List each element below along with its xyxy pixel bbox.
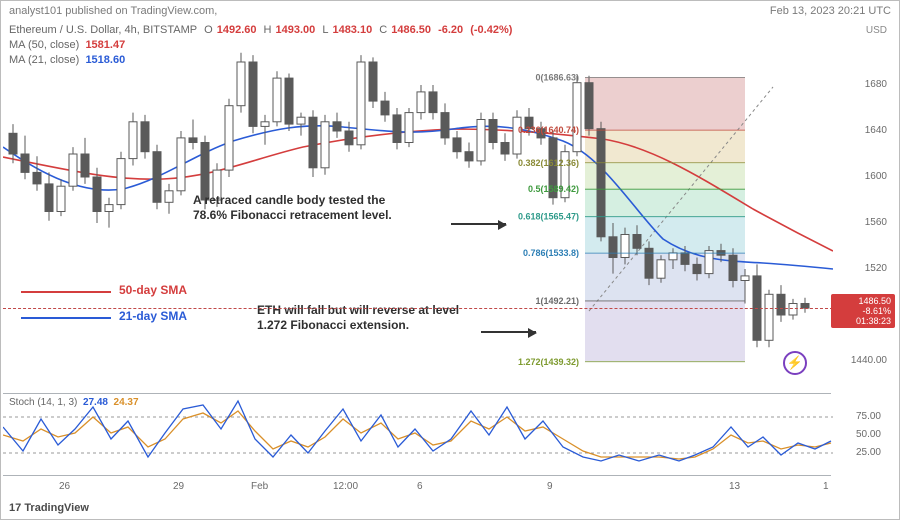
- arrow-icon: [481, 331, 536, 333]
- xaxis-tick: 29: [173, 481, 184, 492]
- stoch-tick: 75.00: [856, 411, 881, 422]
- legend-21sma-label: 21-day SMA: [119, 309, 187, 323]
- ohlc-l-label: L: [322, 24, 328, 36]
- yaxis-tick: 1600: [865, 171, 887, 182]
- stochastic-chart[interactable]: [3, 399, 833, 471]
- stoch-y-axis: 75.00 50.00 25.00: [839, 399, 893, 471]
- ohlc-close: 1486.50: [391, 24, 431, 36]
- xaxis-tick: 9: [547, 481, 553, 492]
- ohlc-change: -6.20: [438, 24, 463, 36]
- svg-text:1.272(1439.32): 1.272(1439.32): [518, 357, 579, 367]
- annotation-2-line2: 1.272 Fibonacci extension.: [257, 318, 459, 333]
- svg-text:0.382(1612.36): 0.382(1612.36): [518, 158, 579, 168]
- ohlc-change-pct: (-0.42%): [470, 24, 512, 36]
- svg-text:1(1492.21): 1(1492.21): [535, 296, 579, 306]
- ohlc-c-label: C: [379, 24, 387, 36]
- yaxis-tick: 1640: [865, 125, 887, 136]
- ohlc-h-label: H: [264, 24, 272, 36]
- legend-line-50sma: [21, 291, 111, 293]
- svg-text:0.786(1533.8): 0.786(1533.8): [523, 248, 579, 258]
- xaxis-tick: 6: [417, 481, 423, 492]
- stoch-tick: 25.00: [856, 447, 881, 458]
- last-price-tag: 1486.50-8.61%01:38:23: [831, 294, 895, 328]
- annotation-1-line1: A retraced candle body tested the: [193, 193, 392, 208]
- brand-text: TradingView: [24, 502, 89, 514]
- xaxis-tick: 1: [823, 481, 829, 492]
- annotation-1-line2: 78.6% Fibonacci retracement level.: [193, 208, 392, 223]
- svg-text:0.5(1589.42): 0.5(1589.42): [528, 184, 579, 194]
- last-price-line: [3, 308, 833, 309]
- annotation-2-line1: ETH will fall but will reverse at level: [257, 303, 459, 318]
- xaxis-tick: 12:00: [333, 481, 358, 492]
- yaxis-tick: 1520: [865, 263, 887, 274]
- bolt-icon[interactable]: ⚡: [783, 351, 807, 375]
- ohlc-o-label: O: [204, 24, 213, 36]
- pane-divider[interactable]: [3, 393, 831, 394]
- yaxis-tick: 1560: [865, 217, 887, 228]
- svg-text:0(1686.63): 0(1686.63): [535, 72, 579, 82]
- stoch-tick: 50.00: [856, 429, 881, 440]
- time-x-axis: 26 29 Feb 12:00 6 9 13 1: [3, 481, 833, 497]
- legend-line-21sma: [21, 317, 111, 319]
- pane-divider-bottom: [3, 475, 831, 476]
- price-y-axis: USD 1680164016001560152014801440.00: [833, 39, 893, 384]
- yaxis-tick: 1680: [865, 79, 887, 90]
- ohlc-low: 1483.10: [332, 24, 372, 36]
- top-bar: analyst101 published on TradingView.com,…: [9, 5, 891, 17]
- xaxis-tick: 13: [729, 481, 740, 492]
- yaxis-title: USD: [866, 25, 887, 36]
- tradingview-logo[interactable]: 17 TradingView: [9, 502, 89, 514]
- publish-timestamp: Feb 13, 2023 20:21 UTC: [770, 5, 891, 17]
- ohlc-high: 1493.00: [276, 24, 316, 36]
- svg-text:0.236(1640.74): 0.236(1640.74): [518, 125, 579, 135]
- xaxis-tick: 26: [59, 481, 70, 492]
- svg-text:0.618(1565.47): 0.618(1565.47): [518, 212, 579, 222]
- xaxis-tick: Feb: [251, 481, 268, 492]
- ohlc-open: 1492.60: [217, 24, 257, 36]
- symbol-pair: Ethereum / U.S. Dollar, 4h, BITSTAMP: [9, 24, 197, 36]
- annotation-1: A retraced candle body tested the 78.6% …: [193, 193, 392, 223]
- arrow-icon: [451, 223, 506, 225]
- chart-frame: analyst101 published on TradingView.com,…: [0, 0, 900, 520]
- publisher-text: analyst101 published on TradingView.com,: [9, 5, 217, 17]
- yaxis-tick: 1440.00: [851, 355, 887, 366]
- legend-50sma-label: 50-day SMA: [119, 283, 187, 297]
